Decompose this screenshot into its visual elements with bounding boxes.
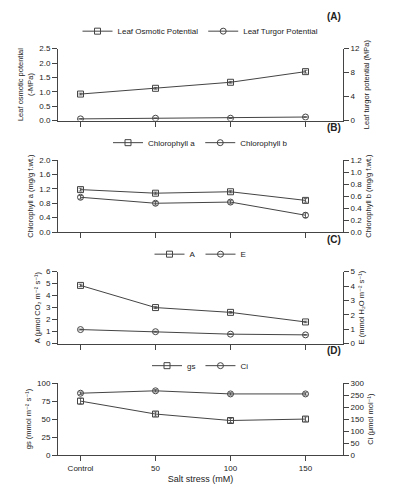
svg-text:8: 8 bbox=[351, 68, 356, 77]
svg-text:25: 25 bbox=[41, 433, 50, 442]
svg-text:2.0: 2.0 bbox=[39, 156, 51, 165]
svg-text:0.5: 0.5 bbox=[39, 102, 51, 111]
svg-text:1.2: 1.2 bbox=[39, 185, 51, 194]
svg-text:4: 4 bbox=[46, 291, 51, 300]
svg-text:E: E bbox=[241, 250, 246, 259]
svg-text:0: 0 bbox=[351, 116, 356, 125]
svg-text:2: 2 bbox=[46, 315, 51, 324]
svg-text:Chlorophyll b (mg/g f.wt.): Chlorophyll b (mg/g f.wt.) bbox=[364, 154, 373, 238]
svg-text:0.8: 0.8 bbox=[351, 180, 363, 189]
svg-text:0: 0 bbox=[351, 451, 356, 460]
svg-text:2.5: 2.5 bbox=[39, 44, 51, 53]
svg-text:250: 250 bbox=[351, 391, 365, 400]
svg-text:Chlorophyll a: Chlorophyll a bbox=[148, 139, 195, 148]
svg-text:50: 50 bbox=[41, 415, 50, 424]
svg-text:5: 5 bbox=[351, 267, 356, 276]
svg-text:0.2: 0.2 bbox=[351, 216, 363, 225]
svg-text:100: 100 bbox=[224, 464, 238, 473]
svg-text:(D): (D) bbox=[327, 345, 341, 356]
svg-text:A (μmol CO₂ m⁻² s⁻¹): A (μmol CO₂ m⁻² s⁻¹) bbox=[33, 271, 42, 343]
svg-text:(A): (A) bbox=[327, 11, 341, 22]
svg-text:1.0: 1.0 bbox=[39, 88, 51, 97]
svg-text:3: 3 bbox=[46, 303, 51, 312]
svg-text:Leaf turgor potential (MPa): Leaf turgor potential (MPa) bbox=[362, 39, 371, 129]
svg-text:6: 6 bbox=[46, 267, 51, 276]
svg-text:0.0: 0.0 bbox=[39, 116, 51, 125]
svg-text:75: 75 bbox=[41, 397, 50, 406]
svg-text:A: A bbox=[190, 250, 196, 259]
svg-text:1.0: 1.0 bbox=[351, 168, 363, 177]
svg-text:(B): (B) bbox=[327, 122, 341, 133]
svg-text:1: 1 bbox=[351, 325, 356, 334]
svg-text:Salt stress (mM): Salt stress (mM) bbox=[168, 474, 234, 484]
svg-text:150: 150 bbox=[351, 415, 365, 424]
svg-text:4: 4 bbox=[351, 282, 356, 291]
svg-text:Leaf Turgor Potential: Leaf Turgor Potential bbox=[243, 27, 317, 36]
svg-text:Leaf osmotic potential(-MPa): Leaf osmotic potential(-MPa) bbox=[16, 48, 35, 121]
svg-text:0.0: 0.0 bbox=[39, 228, 51, 237]
svg-text:gs (mmol m⁻² s⁻¹): gs (mmol m⁻² s⁻¹) bbox=[24, 388, 33, 449]
svg-text:100: 100 bbox=[37, 379, 51, 388]
svg-text:Chlorophyll b: Chlorophyll b bbox=[240, 139, 287, 148]
svg-text:0: 0 bbox=[46, 339, 51, 348]
svg-text:0.4: 0.4 bbox=[351, 204, 363, 213]
svg-text:3: 3 bbox=[351, 296, 356, 305]
svg-text:2.0: 2.0 bbox=[39, 59, 51, 68]
svg-text:0.0: 0.0 bbox=[351, 228, 363, 237]
svg-text:0: 0 bbox=[351, 339, 356, 348]
svg-text:12: 12 bbox=[351, 44, 360, 53]
svg-text:0: 0 bbox=[46, 451, 51, 460]
svg-text:300: 300 bbox=[351, 379, 365, 388]
svg-text:Leaf Osmotic Potential: Leaf Osmotic Potential bbox=[118, 27, 199, 36]
svg-text:(C): (C) bbox=[327, 234, 341, 245]
svg-text:150: 150 bbox=[299, 464, 313, 473]
svg-text:Chlorophyll a (mg/g f.wt.): Chlorophyll a (mg/g f.wt.) bbox=[26, 154, 35, 238]
svg-text:200: 200 bbox=[351, 403, 365, 412]
svg-text:1.6: 1.6 bbox=[39, 170, 51, 179]
svg-text:50: 50 bbox=[151, 464, 160, 473]
svg-text:50: 50 bbox=[351, 439, 360, 448]
svg-text:1: 1 bbox=[46, 327, 51, 336]
svg-text:1.5: 1.5 bbox=[39, 73, 51, 82]
svg-text:100: 100 bbox=[351, 427, 365, 436]
svg-text:Control: Control bbox=[68, 464, 94, 473]
svg-text:gs: gs bbox=[187, 362, 195, 371]
svg-text:E (mmol H₂O m⁻² s⁻¹): E (mmol H₂O m⁻² s⁻¹) bbox=[357, 270, 366, 344]
svg-text:4: 4 bbox=[351, 92, 356, 101]
svg-text:1.2: 1.2 bbox=[351, 156, 363, 165]
svg-text:Ci: Ci bbox=[240, 362, 248, 371]
svg-text:2: 2 bbox=[351, 311, 356, 320]
svg-text:5: 5 bbox=[46, 279, 51, 288]
svg-text:0.8: 0.8 bbox=[39, 199, 51, 208]
svg-text:Ci (μmol mol⁻¹): Ci (μmol mol⁻¹) bbox=[366, 393, 375, 445]
svg-text:0.4: 0.4 bbox=[39, 213, 51, 222]
svg-text:0.6: 0.6 bbox=[351, 192, 363, 201]
